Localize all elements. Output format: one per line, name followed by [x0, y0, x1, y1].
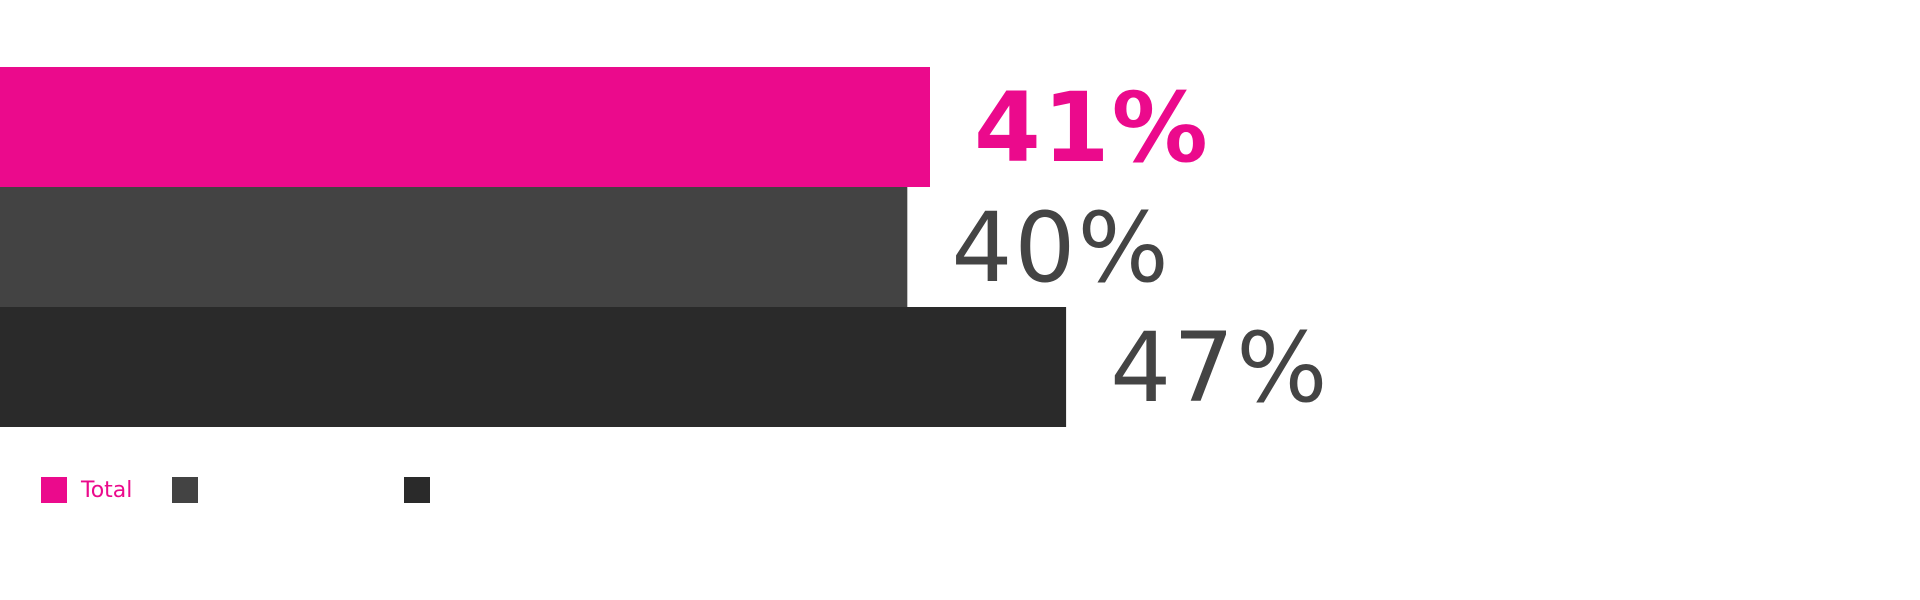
value-label-3: 47% [1110, 312, 1329, 424]
legend-swatch-3 [404, 477, 430, 503]
bar-3 [0, 307, 1067, 427]
legend-item-total: Total [41, 476, 172, 504]
bar-2 [0, 187, 908, 307]
legend-label-total: Total [81, 477, 133, 503]
bar-1 [0, 67, 930, 187]
legend: Total [41, 476, 444, 504]
value-label-1: 41% [974, 72, 1210, 184]
legend-item-2 [172, 476, 404, 504]
legend-item-3 [404, 476, 444, 504]
value-label-2: 40% [951, 192, 1170, 304]
legend-swatch-total [41, 477, 67, 503]
legend-swatch-2 [172, 477, 198, 503]
